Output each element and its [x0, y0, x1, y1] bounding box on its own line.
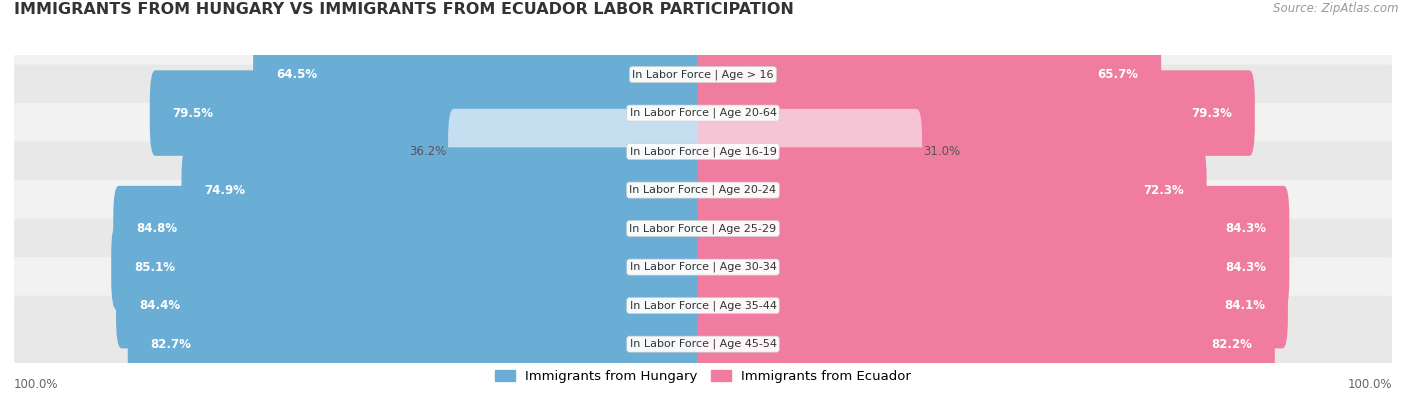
Text: Source: ZipAtlas.com: Source: ZipAtlas.com	[1274, 2, 1399, 15]
Text: 64.5%: 64.5%	[276, 68, 316, 81]
Text: In Labor Force | Age 16-19: In Labor Force | Age 16-19	[630, 146, 776, 157]
FancyBboxPatch shape	[11, 103, 1395, 200]
FancyBboxPatch shape	[697, 224, 1289, 310]
FancyBboxPatch shape	[697, 70, 1254, 156]
FancyBboxPatch shape	[11, 26, 1395, 123]
Text: 79.3%: 79.3%	[1191, 107, 1232, 120]
Text: 84.4%: 84.4%	[139, 299, 180, 312]
Text: In Labor Force | Age 20-64: In Labor Force | Age 20-64	[630, 108, 776, 118]
FancyBboxPatch shape	[11, 295, 1395, 393]
FancyBboxPatch shape	[11, 141, 1395, 239]
FancyBboxPatch shape	[253, 32, 709, 117]
Text: 36.2%: 36.2%	[409, 145, 447, 158]
Text: 72.3%: 72.3%	[1143, 184, 1184, 197]
Text: 100.0%: 100.0%	[14, 378, 59, 391]
Text: 79.5%: 79.5%	[173, 107, 214, 120]
FancyBboxPatch shape	[117, 263, 709, 348]
Text: 74.9%: 74.9%	[204, 184, 245, 197]
Text: 65.7%: 65.7%	[1098, 68, 1139, 81]
Text: In Labor Force | Age 25-29: In Labor Force | Age 25-29	[630, 223, 776, 234]
FancyBboxPatch shape	[11, 180, 1395, 277]
FancyBboxPatch shape	[11, 64, 1395, 162]
FancyBboxPatch shape	[449, 109, 709, 194]
FancyBboxPatch shape	[11, 218, 1395, 316]
Text: 31.0%: 31.0%	[924, 145, 960, 158]
FancyBboxPatch shape	[128, 301, 709, 387]
FancyBboxPatch shape	[697, 263, 1288, 348]
Text: In Labor Force | Age 35-44: In Labor Force | Age 35-44	[630, 300, 776, 311]
FancyBboxPatch shape	[114, 186, 709, 271]
FancyBboxPatch shape	[697, 147, 1206, 233]
Text: 82.7%: 82.7%	[150, 338, 191, 351]
FancyBboxPatch shape	[111, 224, 709, 310]
Text: 100.0%: 100.0%	[1347, 378, 1392, 391]
FancyBboxPatch shape	[697, 186, 1289, 271]
FancyBboxPatch shape	[11, 257, 1395, 354]
FancyBboxPatch shape	[697, 32, 1161, 117]
FancyBboxPatch shape	[181, 147, 709, 233]
FancyBboxPatch shape	[697, 109, 922, 194]
Text: 84.1%: 84.1%	[1225, 299, 1265, 312]
Text: 82.2%: 82.2%	[1211, 338, 1253, 351]
Text: In Labor Force | Age 20-24: In Labor Force | Age 20-24	[630, 185, 776, 196]
Text: In Labor Force | Age 45-54: In Labor Force | Age 45-54	[630, 339, 776, 350]
Text: In Labor Force | Age 30-34: In Labor Force | Age 30-34	[630, 262, 776, 273]
FancyBboxPatch shape	[697, 301, 1275, 387]
Text: 84.3%: 84.3%	[1226, 222, 1267, 235]
Text: 84.8%: 84.8%	[136, 222, 177, 235]
FancyBboxPatch shape	[150, 70, 709, 156]
Text: 85.1%: 85.1%	[134, 261, 174, 274]
Text: IMMIGRANTS FROM HUNGARY VS IMMIGRANTS FROM ECUADOR LABOR PARTICIPATION: IMMIGRANTS FROM HUNGARY VS IMMIGRANTS FR…	[14, 2, 794, 17]
Text: 84.3%: 84.3%	[1226, 261, 1267, 274]
Text: In Labor Force | Age > 16: In Labor Force | Age > 16	[633, 69, 773, 80]
Legend: Immigrants from Hungary, Immigrants from Ecuador: Immigrants from Hungary, Immigrants from…	[489, 365, 917, 388]
